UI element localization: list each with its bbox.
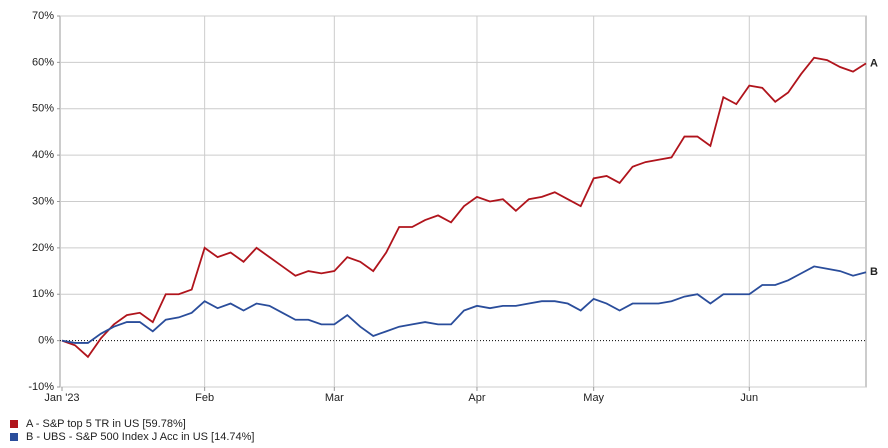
end-label: B bbox=[870, 266, 878, 278]
y-tick-label: -10% bbox=[28, 381, 54, 393]
x-tick-label: Jan '23 bbox=[44, 392, 79, 404]
x-tick-label: Mar bbox=[325, 392, 344, 404]
legend-swatch bbox=[10, 420, 18, 428]
y-tick-label: 60% bbox=[32, 56, 54, 68]
end-label: A bbox=[870, 57, 878, 69]
y-tick-label: 40% bbox=[32, 149, 54, 161]
y-tick-label: 70% bbox=[32, 10, 54, 22]
y-tick-label: 30% bbox=[32, 195, 54, 207]
x-tick-label: May bbox=[583, 392, 604, 404]
y-tick-label: 20% bbox=[32, 242, 54, 254]
y-tick-label: 10% bbox=[32, 288, 54, 300]
legend-label: A - S&P top 5 TR in US [59.78%] bbox=[26, 418, 186, 430]
y-tick-label: 0% bbox=[38, 335, 54, 347]
legend-label: B - UBS - S&P 500 Index J Acc in US [14.… bbox=[26, 431, 254, 443]
y-tick-label: 50% bbox=[32, 103, 54, 115]
series-line bbox=[61, 56, 867, 359]
legend-swatch bbox=[10, 433, 18, 441]
x-tick-label: Jun bbox=[740, 392, 758, 404]
series-line bbox=[61, 265, 867, 344]
x-tick-label: Feb bbox=[195, 392, 214, 404]
x-tick-label: Apr bbox=[468, 392, 485, 404]
